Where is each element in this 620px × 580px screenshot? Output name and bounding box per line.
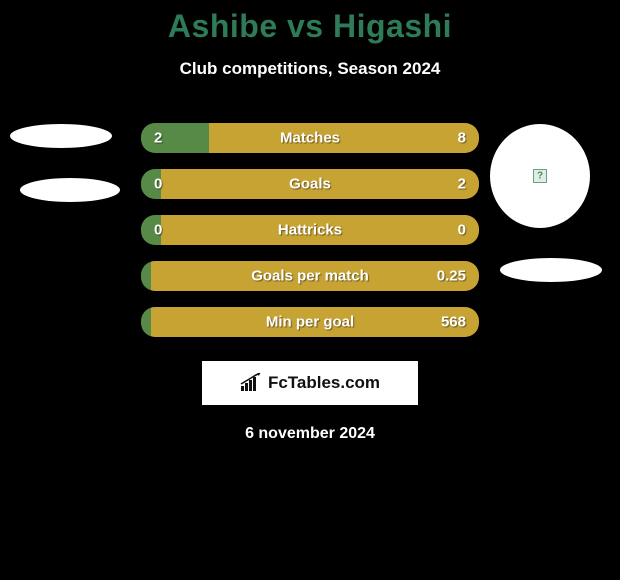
stat-label: Goals: [289, 176, 331, 193]
stat-left-value: 0: [154, 222, 162, 239]
stat-row-matches: 2 Matches 8: [141, 123, 479, 153]
source-badge: FcTables.com: [202, 361, 418, 405]
stat-label: Goals per match: [251, 268, 369, 285]
stat-left-value: 2: [154, 130, 162, 147]
stat-label: Matches: [280, 130, 340, 147]
stat-label: Min per goal: [266, 314, 354, 331]
page-subtitle: Club competitions, Season 2024: [0, 59, 620, 79]
stat-left-fill: [141, 123, 209, 153]
stat-row-hattricks: 0 Hattricks 0: [141, 215, 479, 245]
source-badge-text: FcTables.com: [268, 373, 380, 393]
stats-container: 2 Matches 8 0 Goals 2 0 Hattricks 0: [0, 123, 620, 337]
stat-left-fill: [141, 261, 151, 291]
bar-chart-icon: [240, 373, 262, 393]
stat-row-goals: 0 Goals 2: [141, 169, 479, 199]
stat-right-value: 0: [458, 222, 466, 239]
stat-right-value: 568: [441, 314, 466, 331]
date-text: 6 november 2024: [0, 425, 620, 443]
stat-row-goals-per-match: Goals per match 0.25: [141, 261, 479, 291]
stat-row-min-per-goal: Min per goal 568: [141, 307, 479, 337]
stat-left-fill: [141, 307, 151, 337]
stat-right-value: 8: [458, 130, 466, 147]
stat-right-value: 2: [458, 176, 466, 193]
stat-label: Hattricks: [278, 222, 342, 239]
stat-right-fill: [209, 123, 479, 153]
stat-left-value: 0: [154, 176, 162, 193]
content-column: Ashibe vs Higashi Club competitions, Sea…: [0, 0, 620, 443]
page-title: Ashibe vs Higashi: [0, 0, 620, 45]
stat-right-value: 0.25: [437, 268, 466, 285]
